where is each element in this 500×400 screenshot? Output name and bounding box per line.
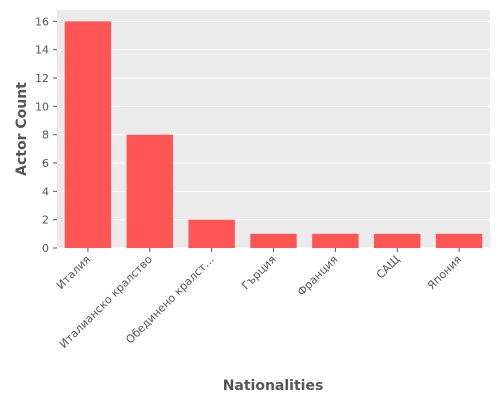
bar — [374, 233, 421, 248]
x-tick-label: Франция — [295, 253, 341, 299]
bar — [435, 233, 483, 248]
x-axis-title: Nationalities — [223, 378, 324, 394]
y-tick-label: 4 — [42, 185, 49, 198]
plot-area-background — [57, 10, 490, 248]
y-tick-label: 6 — [42, 157, 49, 170]
y-tick-label: 16 — [35, 15, 49, 28]
y-axis-title: Actor Count — [14, 82, 30, 176]
x-tick-label: Гърция — [239, 253, 278, 292]
bar — [64, 21, 112, 249]
bars — [64, 21, 483, 249]
x-tick-label: Япония — [425, 253, 464, 292]
y-tick-label: 10 — [35, 100, 49, 113]
y-axis-ticks: 0 2 4 6 8 10 12 14 16 — [35, 15, 57, 255]
x-tick-label: Италия — [54, 253, 93, 292]
bar — [312, 233, 359, 248]
y-tick-label: 8 — [42, 129, 49, 142]
y-tick-label: 0 — [42, 242, 49, 255]
bar — [250, 233, 297, 248]
y-tick-label: 12 — [35, 72, 49, 85]
bar — [188, 219, 235, 248]
y-tick-label: 14 — [35, 44, 49, 57]
x-tick-label: САЩ — [374, 253, 402, 281]
bar — [126, 134, 173, 248]
y-tick-label: 2 — [42, 214, 49, 227]
